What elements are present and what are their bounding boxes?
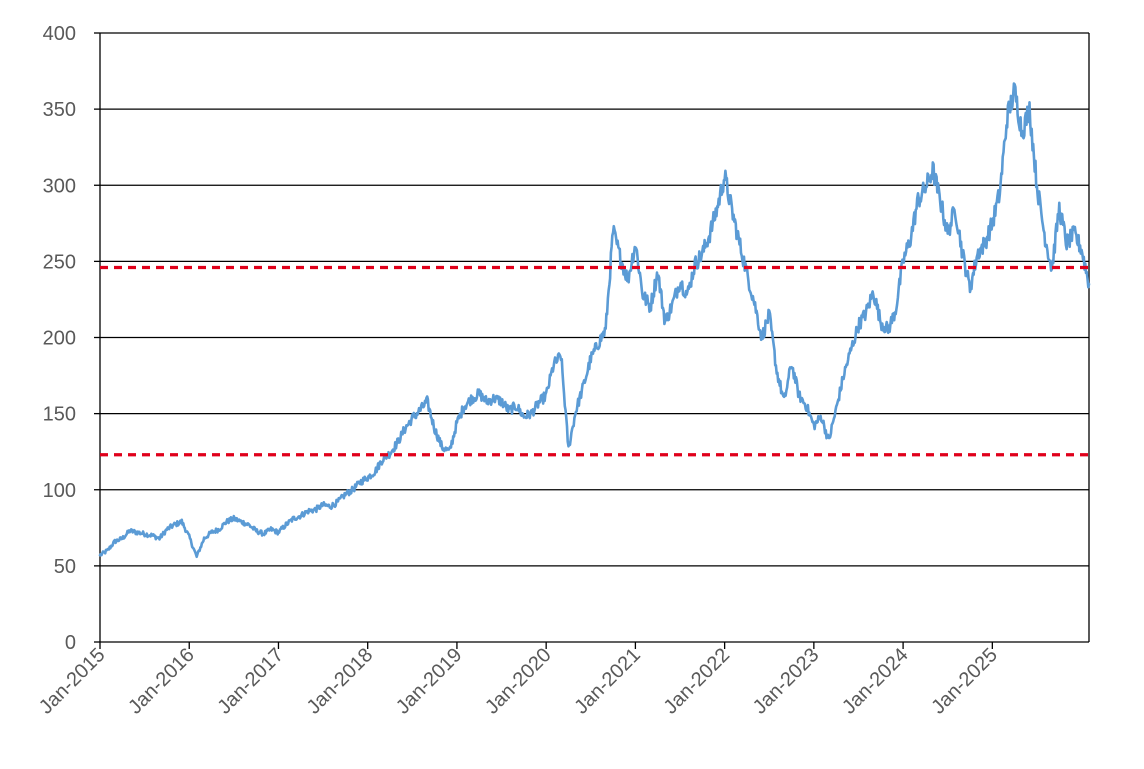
y-tick-label: 150 <box>43 404 76 426</box>
y-tick-label: 200 <box>43 328 76 350</box>
x-tick-label: Jan-2019 <box>392 644 467 719</box>
gridlines <box>100 32 1089 567</box>
series-layer <box>98 82 1091 559</box>
y-tick-label: 250 <box>43 251 76 273</box>
series-line-0 <box>98 82 1091 559</box>
reference-lines <box>100 265 1089 457</box>
y-tick-label: 0 <box>65 632 76 654</box>
x-tick-label: Jan-2020 <box>481 644 556 719</box>
x-tick-label: Jan-2025 <box>927 644 1002 719</box>
y-tick-labels: 0 50 100 150 200 250 300 350 400 <box>43 23 76 654</box>
x-tick-label: Jan-2022 <box>660 644 735 719</box>
y-tick-label: 100 <box>43 480 76 502</box>
x-tick-labels: Jan-2015 Jan-2016 Jan-2017 Jan-2018 Jan-2019… <box>35 644 1002 719</box>
x-tick-label: Jan-2017 <box>213 644 288 719</box>
y-tick-label: 50 <box>54 556 76 578</box>
axes <box>94 32 1090 649</box>
y-tick-label: 350 <box>43 99 76 121</box>
x-tick-label: Jan-2016 <box>124 644 199 719</box>
x-tick-label: Jan-2015 <box>35 644 110 719</box>
y-tick-label: 300 <box>43 175 76 197</box>
x-tick-label: Jan-2024 <box>838 644 913 719</box>
y-tick-label: 400 <box>43 23 76 45</box>
x-tick-label: Jan-2021 <box>570 644 645 719</box>
x-tick-label: Jan-2023 <box>749 644 824 719</box>
x-tick-label: Jan-2018 <box>303 644 378 719</box>
